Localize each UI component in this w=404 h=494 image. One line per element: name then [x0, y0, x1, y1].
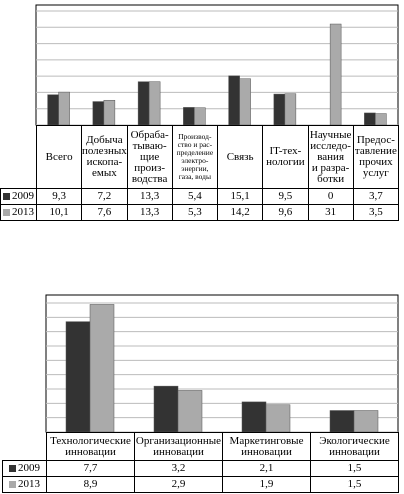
- category-label: Экологические инновации: [310, 432, 399, 461]
- bar: [241, 401, 267, 433]
- table-value: 9,3: [36, 188, 83, 205]
- bar: [89, 304, 115, 433]
- bar: [329, 23, 342, 126]
- bar: [137, 81, 150, 126]
- bar: [329, 410, 355, 433]
- bar: [265, 404, 291, 433]
- table-value: 3,7: [352, 188, 399, 205]
- legend-label: 2013: [12, 206, 34, 218]
- table-value: 1,5: [310, 476, 399, 493]
- plot-frame: [35, 4, 399, 126]
- bar: [364, 112, 376, 126]
- category-label: Организационные инновации: [134, 432, 223, 461]
- bar: [47, 94, 59, 126]
- table-corner: [0, 125, 37, 189]
- table-corner: [2, 432, 47, 461]
- table-value: 13,3: [126, 204, 173, 221]
- table-value: 7,6: [81, 204, 128, 221]
- bar: [183, 107, 195, 126]
- category-label: Добыча полезных ископа- емых: [81, 125, 128, 189]
- table-value: 10,1: [36, 204, 83, 221]
- legend-label: 2009: [12, 190, 34, 202]
- bar: [92, 101, 105, 126]
- legend-entry: 2009: [0, 188, 37, 205]
- table-value: 7,2: [81, 188, 128, 205]
- bar: [375, 113, 387, 126]
- legend-label: 2009: [18, 462, 40, 474]
- bar: [148, 81, 161, 126]
- table-value: 1,9: [222, 476, 311, 493]
- bar: [103, 99, 116, 126]
- category-label: Предос- тавление прочих услуг: [352, 125, 399, 189]
- table-value: 9,5: [262, 188, 309, 205]
- bar: [273, 93, 286, 126]
- category-label: Научные исследо- вания и разра- ботки: [307, 125, 354, 189]
- bar: [177, 390, 203, 433]
- bar: [58, 91, 70, 126]
- table-value: 0: [307, 188, 354, 205]
- table-value: 5,4: [171, 188, 218, 205]
- category-label: Всего: [36, 125, 83, 189]
- table-value: 3,2: [134, 460, 223, 477]
- legend-label: 2013: [18, 478, 40, 490]
- table-value: 1,5: [310, 460, 399, 477]
- bar: [153, 385, 179, 433]
- bar: [194, 107, 206, 126]
- table-value: 31: [307, 204, 354, 221]
- category-label: IT-тех- нологии: [262, 125, 309, 189]
- table-value: 9,6: [262, 204, 309, 221]
- table-value: 5,3: [171, 204, 218, 221]
- bar: [353, 410, 379, 433]
- category-label: Технологические инновации: [46, 432, 135, 461]
- table-value: 2,9: [134, 476, 223, 493]
- table-value: 7,7: [46, 460, 135, 477]
- legend-swatch: [9, 481, 16, 488]
- table-value: 8,9: [46, 476, 135, 493]
- table-value: 3,5: [352, 204, 399, 221]
- legend-swatch: [9, 465, 16, 472]
- legend-entry: 2009: [2, 460, 47, 477]
- table-value: 13,3: [126, 188, 173, 205]
- bar: [239, 78, 251, 126]
- legend-swatch: [3, 193, 10, 200]
- category-label: Связь: [217, 125, 264, 189]
- bar: [284, 93, 297, 126]
- table-value: 14,2: [217, 204, 264, 221]
- table-value: 2,1: [222, 460, 311, 477]
- bar: [65, 321, 91, 433]
- legend-entry: 2013: [0, 204, 37, 221]
- category-label: Маркетинговые инновации: [222, 432, 311, 461]
- table-value: 15,1: [217, 188, 264, 205]
- legend-entry: 2013: [2, 476, 47, 493]
- bar: [228, 75, 240, 126]
- category-label: Обраба- тываю- щие произ- водства: [126, 125, 173, 189]
- category-label: Производ- ство и рас- пределение электро…: [171, 125, 218, 189]
- legend-swatch: [3, 209, 10, 216]
